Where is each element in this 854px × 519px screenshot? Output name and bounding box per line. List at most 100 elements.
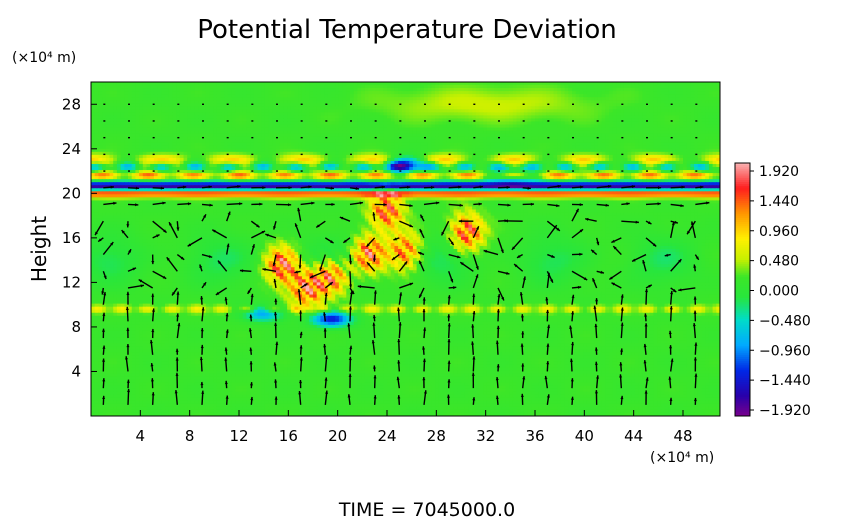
wind-vector-head	[446, 394, 451, 398]
wind-vector-head	[409, 224, 413, 228]
temperature-field	[91, 82, 720, 416]
wind-vector-head	[367, 262, 371, 266]
wind-vector-head	[594, 361, 598, 365]
wind-vector-head	[274, 298, 278, 302]
wind-vector-head	[237, 185, 241, 189]
wind-vector-head	[643, 343, 647, 348]
wind-vector-head	[349, 284, 353, 288]
wind-vector-head	[472, 311, 476, 315]
wind-vector-head	[224, 380, 228, 385]
wind-vector-head	[644, 313, 648, 317]
wind-vector-head	[308, 185, 312, 189]
wind-vector-head	[166, 257, 170, 261]
wind-vector-head	[471, 372, 475, 376]
wind-vector-head	[208, 254, 213, 258]
wind-vector-head	[381, 185, 385, 189]
wind-vector-head	[500, 249, 504, 253]
wind-vector-head	[700, 185, 704, 189]
wind-vector-head	[631, 185, 636, 189]
wind-vector-head	[182, 185, 187, 189]
wind-vector-head	[504, 219, 508, 223]
wind-vector-head	[475, 274, 479, 278]
wind-vectors	[94, 103, 710, 405]
wind-vector-head	[330, 186, 334, 190]
y-tick-label: 12	[62, 273, 81, 291]
wind-vector-head	[687, 230, 691, 235]
x-unit-label: (×10⁴ m)	[650, 450, 714, 466]
wind-vector-head	[706, 201, 710, 205]
wind-vector-head	[396, 376, 400, 381]
wind-vector-head	[249, 361, 253, 365]
x-tick-label: 4	[136, 427, 146, 445]
wind-vector-head	[372, 314, 376, 319]
wind-vector-head	[496, 364, 500, 368]
wind-vector-head	[350, 290, 354, 295]
wind-vector-head	[125, 306, 129, 311]
wind-vector-head	[519, 292, 523, 296]
wind-vector-head	[579, 252, 583, 256]
wind-vector-head	[323, 328, 327, 332]
wind-vector-head	[249, 382, 253, 386]
wind-vector-head	[678, 259, 682, 263]
wind-vector-head	[506, 185, 510, 189]
wind-vector-head	[514, 264, 518, 268]
wind-vector-head	[556, 227, 560, 231]
wind-vector-head	[156, 234, 160, 238]
wind-vector-head	[607, 184, 612, 188]
wind-vector-head	[298, 265, 302, 269]
wind-vector-head	[571, 311, 575, 315]
wind-vector-head	[351, 290, 355, 294]
colorbar-label: 0.480	[759, 254, 799, 270]
wind-vector-head	[419, 294, 423, 298]
wind-vector-head	[200, 381, 204, 386]
wind-vector-head	[447, 379, 451, 383]
wind-vector-head	[579, 203, 583, 207]
wind-vector-head	[239, 202, 243, 206]
y-tick-label: 28	[62, 95, 81, 113]
wind-vector-head	[441, 231, 445, 236]
wind-vector-head	[397, 307, 401, 311]
wind-vector-head	[325, 390, 329, 394]
wind-vector-head	[102, 358, 106, 362]
wind-vector-head	[609, 276, 613, 280]
wind-vector-head	[299, 310, 303, 314]
colorbar-label: 1.440	[759, 194, 799, 210]
wind-vector-head	[348, 261, 353, 265]
wind-vector-head	[611, 239, 615, 243]
wind-vector-head	[664, 253, 669, 257]
wind-vector-head	[275, 341, 279, 345]
wind-vector-head	[339, 216, 344, 220]
wind-vector-head	[311, 201, 315, 205]
wind-vector-head	[632, 258, 636, 262]
wind-vector-head	[248, 328, 252, 332]
wind-vector-head	[175, 348, 179, 352]
x-tick-label: 12	[229, 427, 248, 445]
wind-vector-head	[98, 238, 102, 242]
wind-vector-head	[203, 282, 207, 286]
wind-vector-head	[399, 292, 403, 296]
wind-vector-head	[347, 323, 351, 327]
y-axis-ticks: 4 8 12 16 20 24 28	[62, 95, 97, 380]
wind-vector-head	[373, 395, 377, 399]
wind-vector-head	[422, 377, 426, 381]
wind-vector-head	[397, 395, 401, 399]
x-tick-label: 24	[377, 427, 396, 445]
colorbar-label: −0.960	[759, 343, 811, 359]
colorbar-label: −1.920	[759, 403, 811, 419]
wind-vector-head	[151, 260, 155, 265]
wind-vector-head	[447, 339, 451, 343]
wind-vector-head	[103, 292, 107, 296]
wind-vector-head	[642, 260, 646, 264]
wind-vector-head	[496, 325, 500, 330]
wind-vector-head	[298, 391, 302, 395]
wind-vector-head	[668, 330, 672, 335]
wind-vector-head	[110, 185, 114, 189]
wind-vector-head	[251, 244, 255, 248]
wind-vector-head	[550, 279, 553, 283]
wind-vector-head	[126, 327, 130, 331]
wind-vector-head	[585, 217, 589, 221]
wind-vector-head	[331, 202, 335, 206]
wind-vector-head	[247, 290, 251, 294]
wind-vector-head	[126, 388, 131, 393]
wind-vector-head	[475, 266, 479, 270]
